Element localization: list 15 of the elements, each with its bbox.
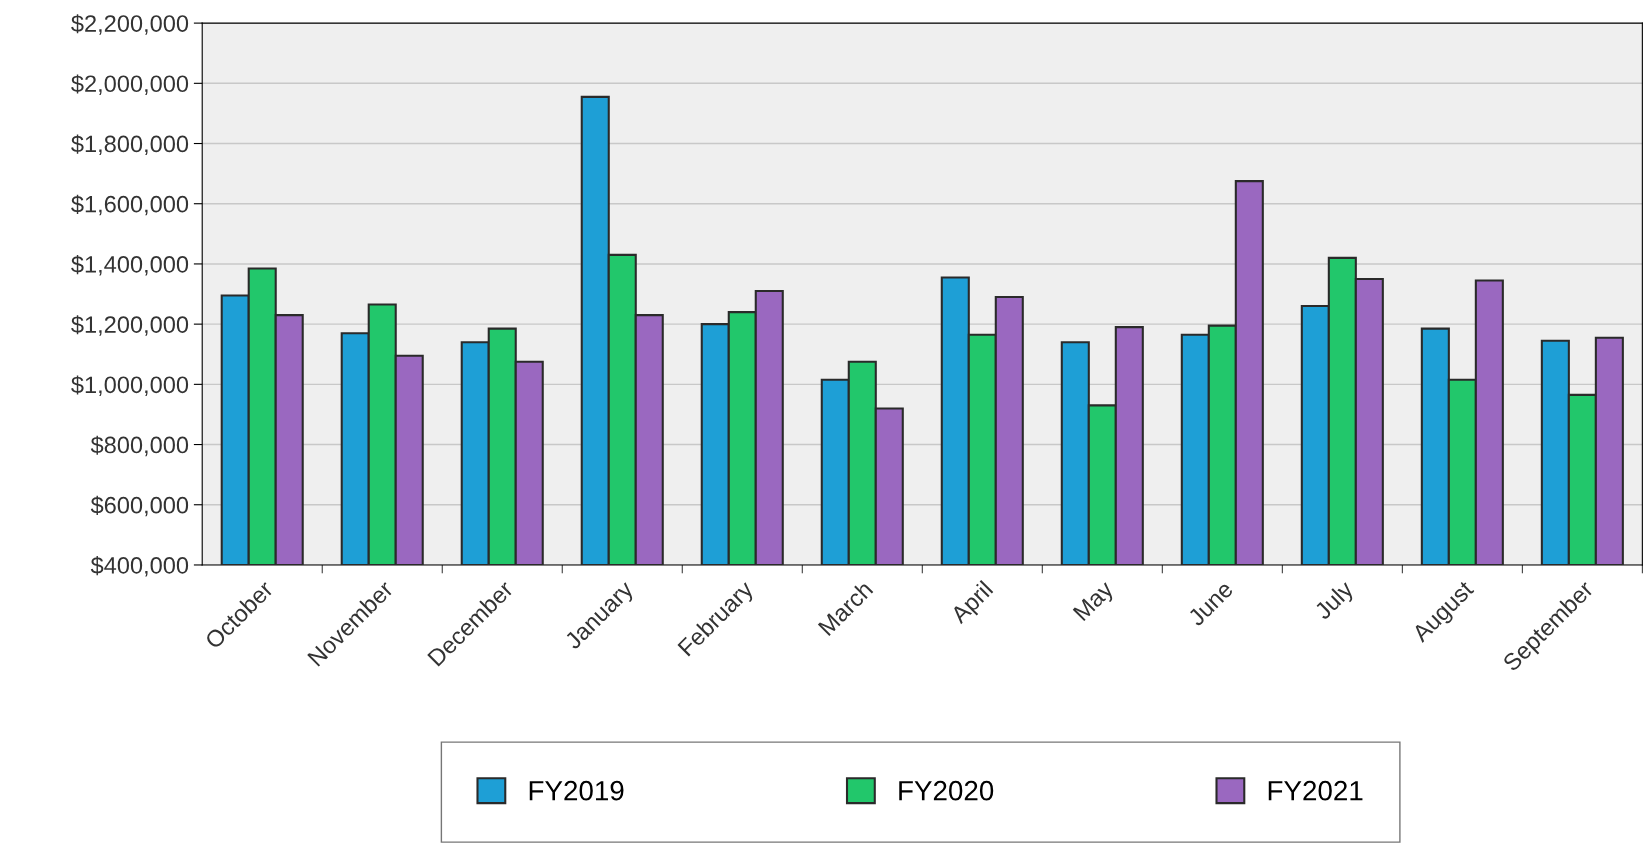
y-tick-label: $1,000,000 — [71, 375, 189, 396]
y-tick-label: $1,400,000 — [71, 255, 189, 276]
y-tick-label: $1,600,000 — [71, 194, 189, 216]
legend-label: FY2020 — [899, 780, 994, 801]
y-tick-label: $600,000 — [90, 495, 189, 517]
y-tick-label: $2,200,000 — [71, 14, 189, 35]
x-tick-label: July — [1312, 578, 1358, 624]
legend-label: FY2021 — [1268, 780, 1363, 801]
x-tick-label: May — [1072, 579, 1118, 625]
y-tick-label: $1,800,000 — [71, 134, 189, 156]
y-tick-label: $400,000 — [90, 556, 189, 577]
legend-label: FY2019 — [529, 780, 624, 801]
y-tick-label: $800,000 — [90, 435, 189, 457]
y-tick-label: $1,200,000 — [71, 315, 189, 336]
y-tick-label: $2,000,000 — [71, 74, 189, 95]
